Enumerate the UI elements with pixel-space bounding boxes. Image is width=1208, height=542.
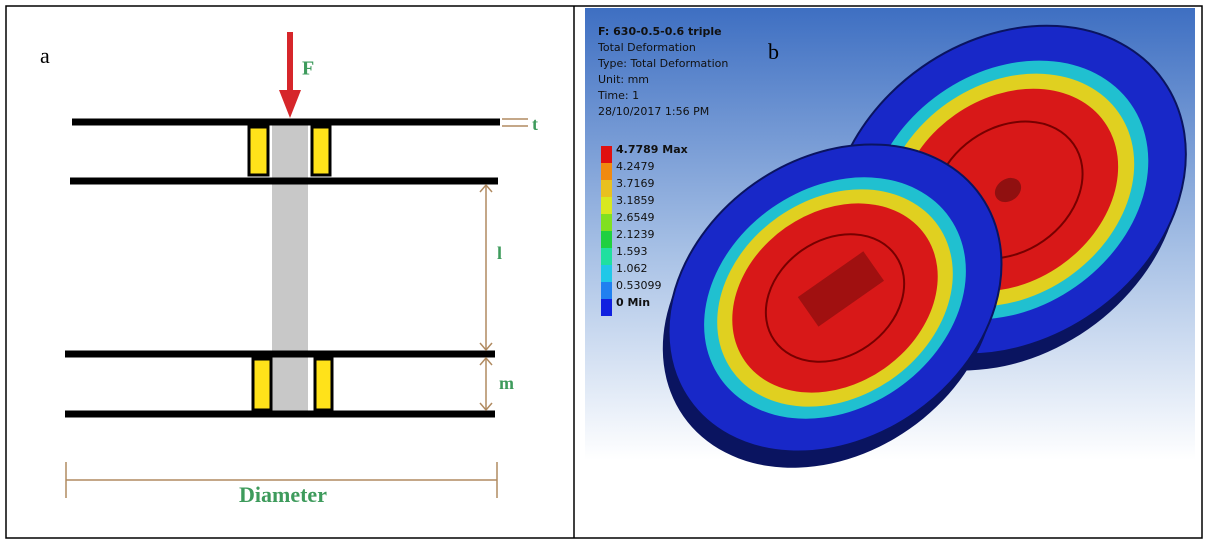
legend-label: 3.1859	[616, 194, 655, 207]
thickness-label: t	[532, 114, 538, 134]
legend-swatch	[601, 214, 612, 231]
length-label: l	[497, 243, 502, 263]
legend-swatch	[601, 265, 612, 282]
legend-swatch	[601, 163, 612, 180]
diameter-label: Diameter	[239, 482, 327, 507]
info-title: F: 630-0.5-0.6 triple	[598, 25, 722, 38]
legend-label: 1.593	[616, 245, 648, 258]
legend-swatch	[601, 146, 612, 163]
legend-swatch	[601, 180, 612, 197]
legend-label: 2.1239	[616, 228, 655, 241]
legend-label: 4.7789 Max	[616, 143, 688, 156]
panel-a: a F t l m Diameter	[40, 32, 538, 507]
panel-b: b F: 630-0.5-0.6 triple Total Deformation…	[585, 0, 1208, 531]
column	[272, 122, 308, 414]
legend-swatch	[601, 231, 612, 248]
info-line: 28/10/2017 1:56 PM	[598, 105, 709, 118]
legend-label: 0.53099	[616, 279, 662, 292]
legend-swatch	[601, 248, 612, 265]
legend-label: 1.062	[616, 262, 648, 275]
figure-svg: a F t l m Diameter	[0, 0, 1208, 542]
force-label: F	[302, 58, 314, 80]
gap-label: m	[499, 373, 514, 393]
legend-swatch	[601, 299, 612, 316]
info-line: Unit: mm	[598, 73, 649, 86]
panel-label: b	[768, 39, 779, 64]
info-line: Total Deformation	[597, 41, 696, 54]
force-arrow-head	[279, 90, 301, 118]
legend-label: 3.7169	[616, 177, 655, 190]
legend-label: 4.2479	[616, 160, 655, 173]
info-line: Time: 1	[597, 89, 639, 102]
legend-swatch	[601, 197, 612, 214]
legend-label: 2.6549	[616, 211, 655, 224]
panel-label: a	[40, 43, 50, 68]
legend-swatch	[601, 282, 612, 299]
legend-label: 0 Min	[616, 296, 650, 309]
info-line: Type: Total Deformation	[597, 57, 728, 70]
figure: a F t l m Diameter	[0, 0, 1208, 542]
